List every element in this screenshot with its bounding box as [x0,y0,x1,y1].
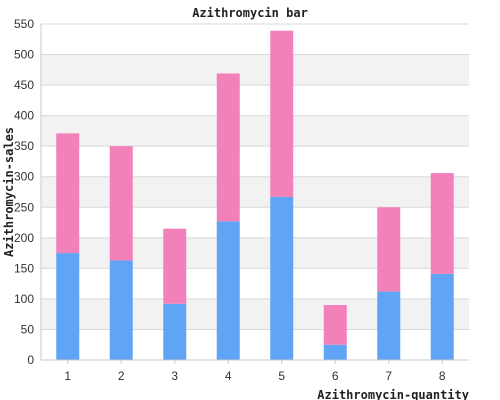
bar-segment-series-2 [323,305,347,345]
y-tick-label: 500 [14,48,34,62]
bar-segment-series-2 [430,173,454,274]
bars [56,30,454,360]
bar-segment-series-1 [270,196,294,360]
y-tick-label: 0 [27,353,34,367]
bar-segment-series-1 [163,303,187,360]
y-tick-label: 300 [14,170,34,184]
bar-segment-series-2 [377,207,401,292]
y-tick-label: 400 [14,109,34,123]
x-axis-label: Azithromycin-quantity [317,388,469,400]
bar-segment-series-2 [56,133,80,254]
plot-band [41,54,469,86]
bar-segment-series-2 [270,30,294,197]
y-tick-label: 100 [14,292,34,306]
bar-segment-series-1 [109,260,133,360]
bar-segment-series-2 [163,228,187,304]
y-tick-label: 150 [14,261,34,275]
plot-band [41,115,469,147]
axes [40,24,469,361]
y-tick-label: 450 [14,78,34,92]
y-axis-label: Azithromycin-sales [2,127,16,257]
x-tick-label: 3 [171,369,178,383]
x-tick-label: 5 [278,369,285,383]
y-tick-label: 550 [14,17,34,31]
bar-segment-series-1 [377,291,401,360]
y-tick-label: 350 [14,139,34,153]
x-tick-label: 7 [385,369,392,383]
x-tick-label: 8 [439,369,446,383]
x-tick-label: 6 [332,369,339,383]
bar-segment-series-1 [56,253,80,360]
y-tick-labels: 0 50 100 150 200 250 300 350 400 450 500 550 [14,17,34,367]
x-tick-labels: 1 2 3 4 5 6 7 8 [64,360,446,383]
bar-segment-series-1 [323,344,347,360]
chart-title: Azithromycin bar [192,6,308,20]
bar-segment-series-1 [216,221,240,360]
y-tick-label: 250 [14,200,34,214]
plot-band [41,176,469,208]
bar-segment-series-1 [430,273,454,360]
plot-band [41,298,469,330]
y-tick-label: 200 [14,231,34,245]
x-tick-label: 4 [225,369,232,383]
x-tick-label: 1 [64,369,71,383]
bar-segment-series-2 [109,146,133,261]
plot-band [41,237,469,269]
y-tick-label: 50 [21,322,35,336]
bar-segment-series-2 [216,73,240,222]
plot-background-bands [41,54,469,330]
x-tick-label: 2 [118,369,125,383]
